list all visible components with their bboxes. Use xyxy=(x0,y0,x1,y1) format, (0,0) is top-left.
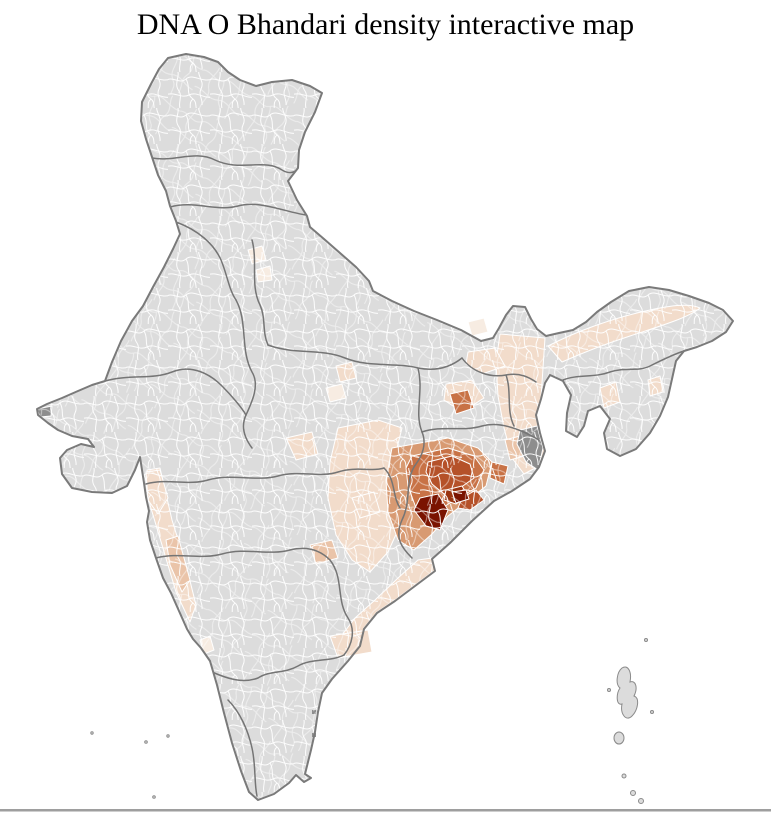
bottom-divider xyxy=(0,809,771,812)
state-borders xyxy=(104,155,685,797)
lakshadweep-islands xyxy=(90,731,170,799)
map-title: DNA O Bhandari density interactive map xyxy=(136,8,635,41)
andaman-nicobar-islands xyxy=(607,638,654,804)
